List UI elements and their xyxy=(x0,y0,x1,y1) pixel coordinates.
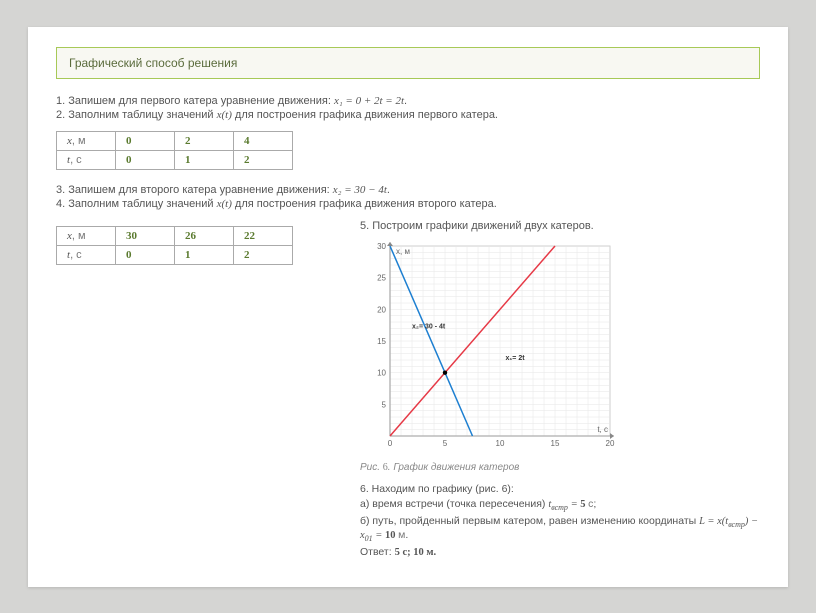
svg-text:10: 10 xyxy=(496,439,505,448)
step-6-2: а) время встречи (точка пересечения) tвс… xyxy=(360,498,760,512)
table-1: x, м 0 2 4 t, с 0 1 2 xyxy=(56,131,293,170)
svg-text:5: 5 xyxy=(443,439,448,448)
svg-text:30: 30 xyxy=(377,242,386,251)
table-cell: 26 xyxy=(175,226,234,245)
table-cell: 1 xyxy=(175,150,234,169)
table-row-head: x, м xyxy=(57,226,116,245)
table-cell: 2 xyxy=(175,131,234,150)
step-2: 2. Заполним таблицу значений x(t) для по… xyxy=(56,109,760,121)
right-column: 5. Построим графики движений двух катеро… xyxy=(360,220,760,561)
table-cell: 30 xyxy=(116,226,175,245)
svg-text:x₂= 30 - 4t: x₂= 30 - 4t xyxy=(412,323,446,330)
svg-text:15: 15 xyxy=(377,337,386,346)
final-answer: Ответ: 5 с; 10 м. xyxy=(360,546,760,558)
svg-text:15: 15 xyxy=(551,439,560,448)
table-cell: 2 xyxy=(234,245,293,264)
table-2: x, м 30 26 22 t, с 0 1 2 xyxy=(56,226,293,265)
table-cell: 4 xyxy=(234,131,293,150)
table-cell: 2 xyxy=(234,150,293,169)
svg-text:25: 25 xyxy=(377,273,386,282)
svg-text:10: 10 xyxy=(377,368,386,377)
step-list-1: 1. Запишем для первого катера уравнение … xyxy=(56,95,760,121)
step-5: 5. Построим графики движений двух катеро… xyxy=(360,220,760,232)
step-3: 3. Запишем для второго катера уравнение … xyxy=(56,184,760,196)
chart: 0 5 10 15 20 5 10 15 20 25 30 t, с x, м x₁= 2t x₂= 30 … xyxy=(360,236,620,456)
table-cell: 0 xyxy=(116,150,175,169)
step-list-2: 3. Запишем для второго катера уравнение … xyxy=(56,184,760,210)
step-1: 1. Запишем для первого катера уравнение … xyxy=(56,95,760,107)
table-row-head: t, с xyxy=(57,245,116,264)
table-cell: 0 xyxy=(116,245,175,264)
left-column: x, м 30 26 22 t, с 0 1 2 xyxy=(56,220,336,561)
svg-text:x, м: x, м xyxy=(396,247,410,256)
svg-text:20: 20 xyxy=(377,305,386,314)
section-header: Графический способ решения xyxy=(56,47,760,79)
page: Графический способ решения 1. Запишем дл… xyxy=(28,27,788,587)
svg-text:x₁= 2t: x₁= 2t xyxy=(506,355,526,362)
svg-text:5: 5 xyxy=(382,400,387,409)
svg-text:0: 0 xyxy=(388,439,393,448)
table-row-head: t, с xyxy=(57,150,116,169)
step-4: 4. Заполним таблицу значений x(t) для по… xyxy=(56,198,760,210)
table-cell: 1 xyxy=(175,245,234,264)
step-6-1: 6. Находим по графику (рис. 6): xyxy=(360,483,760,495)
table-cell: 22 xyxy=(234,226,293,245)
chart-caption: Рис. 6. График движения катеров xyxy=(360,462,760,473)
table-cell: 0 xyxy=(116,131,175,150)
section-title: Графический способ решения xyxy=(69,56,237,70)
svg-text:20: 20 xyxy=(606,439,615,448)
table-row-head: x, м xyxy=(57,131,116,150)
step-6-3: б) путь, пройденный первым катером, раве… xyxy=(360,515,760,543)
svg-text:t, с: t, с xyxy=(597,425,608,434)
answer-block: 6. Находим по графику (рис. 6): а) время… xyxy=(360,483,760,558)
